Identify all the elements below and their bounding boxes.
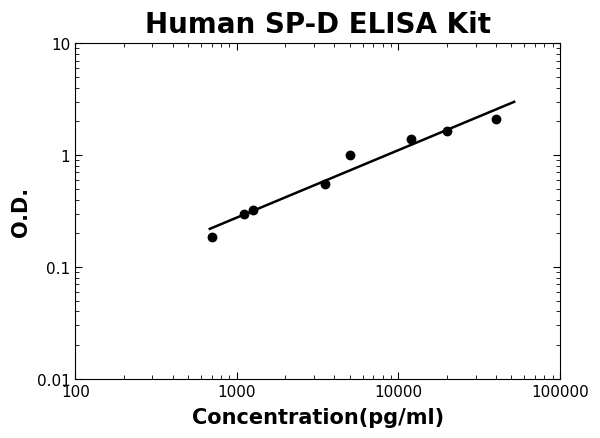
- Point: [207, 234, 217, 241]
- Point: [491, 116, 500, 123]
- Point: [442, 128, 452, 135]
- Point: [345, 152, 355, 159]
- Point: [248, 207, 257, 214]
- X-axis label: Concentration(pg/ml): Concentration(pg/ml): [191, 407, 444, 427]
- Point: [320, 181, 329, 188]
- Title: Human SP-D ELISA Kit: Human SP-D ELISA Kit: [145, 11, 491, 39]
- Y-axis label: O.D.: O.D.: [11, 187, 31, 237]
- Point: [239, 212, 248, 219]
- Point: [406, 137, 416, 144]
